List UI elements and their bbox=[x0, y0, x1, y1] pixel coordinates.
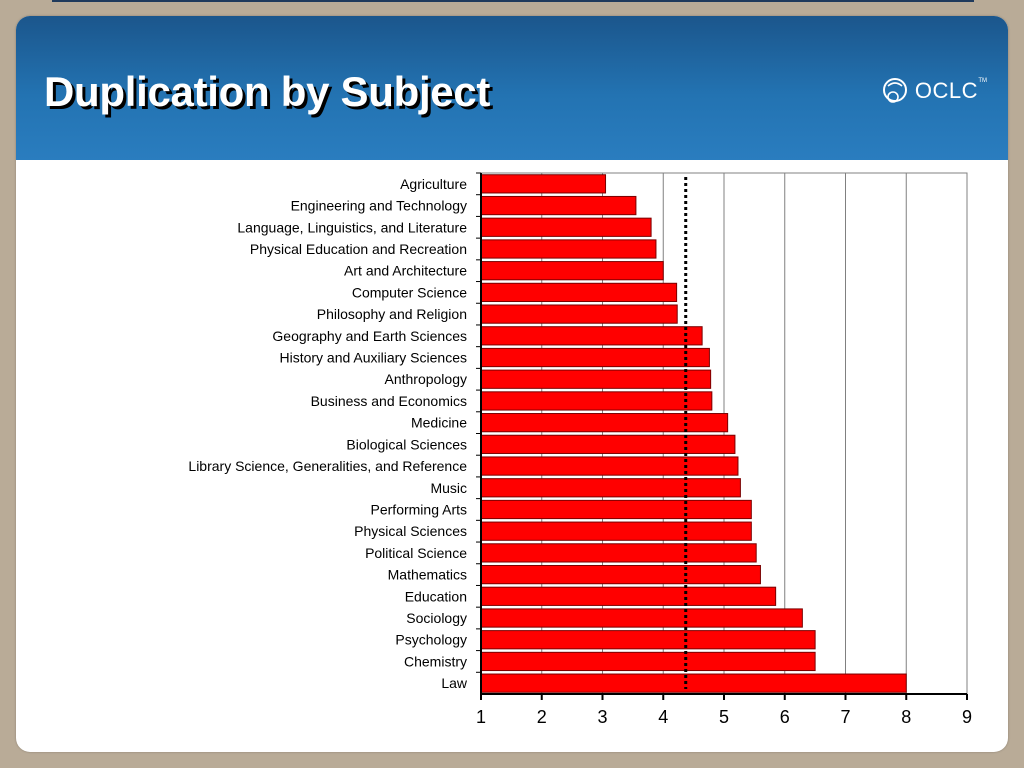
category-label-10: Business and Economics bbox=[311, 393, 467, 409]
category-label-5: Computer Science bbox=[352, 284, 467, 300]
category-label-23: Law bbox=[441, 675, 468, 691]
oclc-logo-text: OCLC bbox=[914, 78, 978, 103]
category-label-3: Physical Education and Recreation bbox=[250, 241, 467, 257]
bar-10 bbox=[480, 391, 713, 411]
category-label-2: Language, Linguistics, and Literature bbox=[237, 219, 467, 235]
bar-23 bbox=[480, 673, 907, 693]
x-tick-label-1: 1 bbox=[476, 707, 486, 727]
category-label-14: Music bbox=[430, 480, 467, 496]
category-label-20: Sociology bbox=[406, 610, 467, 626]
bar-2 bbox=[480, 217, 652, 237]
x-tick-label-4: 4 bbox=[658, 707, 668, 727]
category-label-6: Philosophy and Religion bbox=[317, 306, 467, 322]
category-label-15: Performing Arts bbox=[371, 501, 467, 517]
category-label-21: Psychology bbox=[395, 632, 467, 648]
category-label-17: Political Science bbox=[365, 545, 467, 561]
bar-15 bbox=[480, 499, 752, 520]
bar-16 bbox=[480, 521, 752, 541]
oclc-globe-icon bbox=[882, 78, 907, 103]
bar-17 bbox=[480, 543, 757, 563]
category-label-12: Biological Sciences bbox=[346, 436, 467, 452]
oclc-logo: OCLC TM bbox=[882, 74, 987, 108]
category-label-1: Engineering and Technology bbox=[291, 198, 467, 214]
x-tick-label-8: 8 bbox=[901, 707, 911, 727]
bar-13 bbox=[480, 456, 739, 476]
bar-18 bbox=[480, 564, 761, 585]
bar-14 bbox=[480, 478, 741, 498]
bar-1 bbox=[480, 195, 637, 216]
category-label-7: Geography and Earth Sciences bbox=[272, 328, 467, 344]
slide-header: Duplication by Subject OCLC TM bbox=[16, 16, 1008, 160]
x-tick-label-3: 3 bbox=[597, 707, 607, 727]
category-label-22: Chemistry bbox=[404, 653, 467, 669]
bar-12 bbox=[480, 434, 736, 454]
bar-22 bbox=[480, 651, 816, 672]
bar-3 bbox=[480, 239, 657, 259]
oclc-trademark: TM bbox=[978, 78, 987, 84]
bar-0 bbox=[480, 174, 607, 194]
x-tick-label-2: 2 bbox=[537, 707, 547, 727]
category-label-11: Medicine bbox=[411, 415, 467, 431]
x-tick-label-5: 5 bbox=[719, 707, 729, 727]
category-label-8: History and Auxiliary Sciences bbox=[279, 350, 467, 366]
category-label-18: Mathematics bbox=[388, 567, 467, 583]
category-label-0: Agriculture bbox=[400, 176, 467, 192]
x-tick-label-9: 9 bbox=[962, 707, 972, 727]
category-label-9: Anthropology bbox=[384, 371, 467, 387]
bar-8 bbox=[480, 347, 710, 368]
bar-5 bbox=[480, 282, 678, 303]
bar-19 bbox=[480, 586, 777, 606]
bar-21 bbox=[480, 630, 816, 650]
slide-title: Duplication by Subject bbox=[44, 68, 491, 115]
bar-7 bbox=[480, 326, 703, 346]
bar-6 bbox=[480, 304, 678, 324]
bar-4 bbox=[480, 261, 664, 281]
bar-9 bbox=[480, 369, 712, 389]
category-label-19: Education bbox=[405, 588, 467, 604]
x-tick-label-7: 7 bbox=[840, 707, 850, 727]
bar-11 bbox=[480, 413, 729, 433]
category-label-13: Library Science, Generalities, and Refer… bbox=[188, 458, 467, 474]
top-rule bbox=[52, 0, 974, 2]
x-tick-label-6: 6 bbox=[780, 707, 790, 727]
category-label-4: Art and Architecture bbox=[344, 263, 467, 279]
bar-20 bbox=[480, 608, 803, 628]
category-label-16: Physical Sciences bbox=[354, 523, 467, 539]
